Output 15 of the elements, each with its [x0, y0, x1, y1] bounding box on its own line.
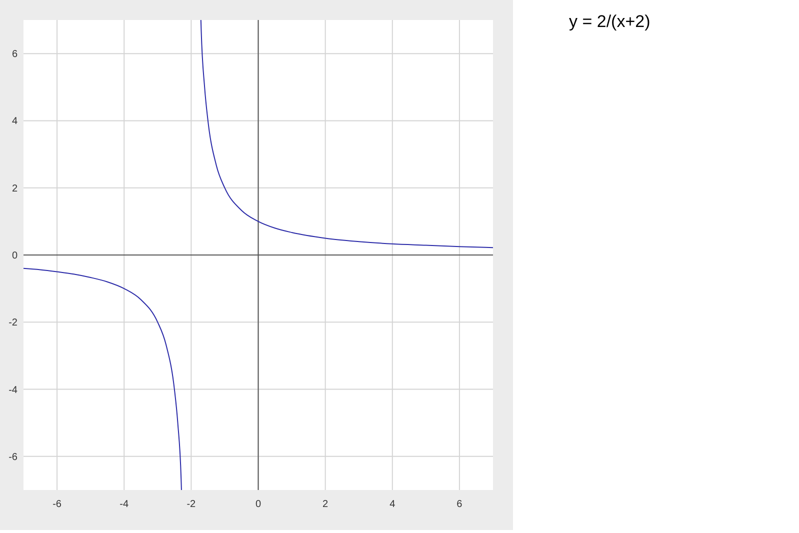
x-tick-label: -6: [52, 499, 62, 510]
x-tick-label: 4: [390, 499, 396, 510]
x-tick-label: -2: [186, 499, 196, 510]
y-tick-label: 0: [12, 250, 18, 262]
x-tick-label: 0: [255, 499, 262, 510]
y-tick-label: -4: [8, 384, 18, 396]
text: y = 2/(x+2): [569, 12, 650, 31]
x-tick-label: 6: [456, 499, 463, 510]
y-tick-label: 4: [12, 116, 18, 128]
x-tick-label: 2: [322, 499, 329, 510]
x-tick-label: -4: [120, 499, 129, 510]
y-tick-label: 6: [12, 49, 18, 60]
y-tick-label: 2: [12, 183, 18, 194]
y-tick-label: -6: [8, 452, 18, 463]
y-tick-label: -2: [8, 318, 18, 329]
